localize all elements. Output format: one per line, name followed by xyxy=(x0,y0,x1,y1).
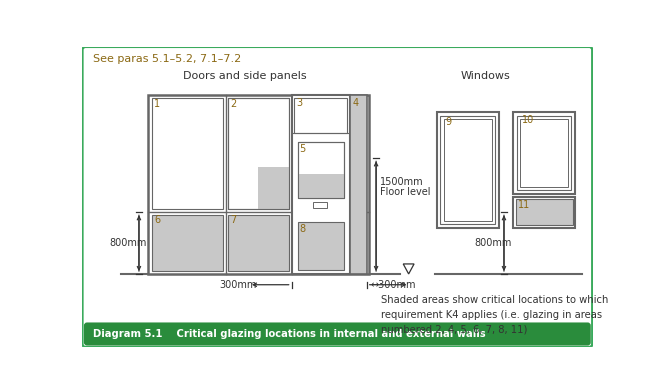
Bar xyxy=(520,119,568,187)
Text: 7: 7 xyxy=(231,215,237,225)
Bar xyxy=(228,98,289,209)
Bar xyxy=(515,199,573,225)
Text: 800mm: 800mm xyxy=(474,238,512,248)
Bar xyxy=(517,116,571,190)
Bar xyxy=(350,94,367,274)
Text: ↔300mm: ↔300mm xyxy=(370,280,416,290)
Bar xyxy=(298,174,343,199)
Bar xyxy=(298,222,343,270)
Bar xyxy=(298,142,343,199)
Text: Floor level: Floor level xyxy=(380,186,430,197)
Text: 3: 3 xyxy=(297,98,302,108)
Text: 800mm: 800mm xyxy=(109,238,147,248)
Text: 2: 2 xyxy=(231,99,237,109)
Bar xyxy=(228,98,289,209)
Bar xyxy=(440,116,495,224)
Text: 9: 9 xyxy=(445,117,451,127)
Text: Shaded areas show critical locations to which
requirement K4 applies (i.e. glazi: Shaded areas show critical locations to … xyxy=(381,295,608,334)
Bar xyxy=(292,94,350,274)
Bar xyxy=(258,167,289,209)
Text: Diagram 5.1    Critical glazing locations in internal and external walls: Diagram 5.1 Critical glazing locations i… xyxy=(93,329,486,339)
Bar xyxy=(294,98,347,133)
Text: 6: 6 xyxy=(154,215,161,225)
FancyBboxPatch shape xyxy=(84,323,590,346)
Text: 1500mm: 1500mm xyxy=(380,177,424,186)
Text: 1: 1 xyxy=(154,99,161,109)
Text: Windows: Windows xyxy=(461,71,510,81)
Text: 11: 11 xyxy=(518,200,530,210)
Text: 10: 10 xyxy=(522,115,534,125)
Text: See paras 5.1–5.2, 7.1–7.2: See paras 5.1–5.2, 7.1–7.2 xyxy=(93,54,241,64)
Text: 4: 4 xyxy=(352,98,358,108)
Bar xyxy=(513,112,575,194)
Text: Doors and side panels: Doors and side panels xyxy=(183,71,307,81)
Bar xyxy=(152,215,223,271)
Bar xyxy=(148,94,369,274)
Bar xyxy=(436,112,499,228)
Polygon shape xyxy=(403,264,414,274)
Text: 300mm: 300mm xyxy=(219,280,257,290)
Bar xyxy=(228,215,289,271)
Bar xyxy=(313,202,328,208)
Bar xyxy=(298,142,343,199)
FancyBboxPatch shape xyxy=(82,47,592,347)
Bar xyxy=(513,197,575,228)
Bar xyxy=(152,98,223,209)
Text: 5: 5 xyxy=(299,144,306,154)
Bar xyxy=(444,119,492,221)
Text: 8: 8 xyxy=(299,224,306,234)
